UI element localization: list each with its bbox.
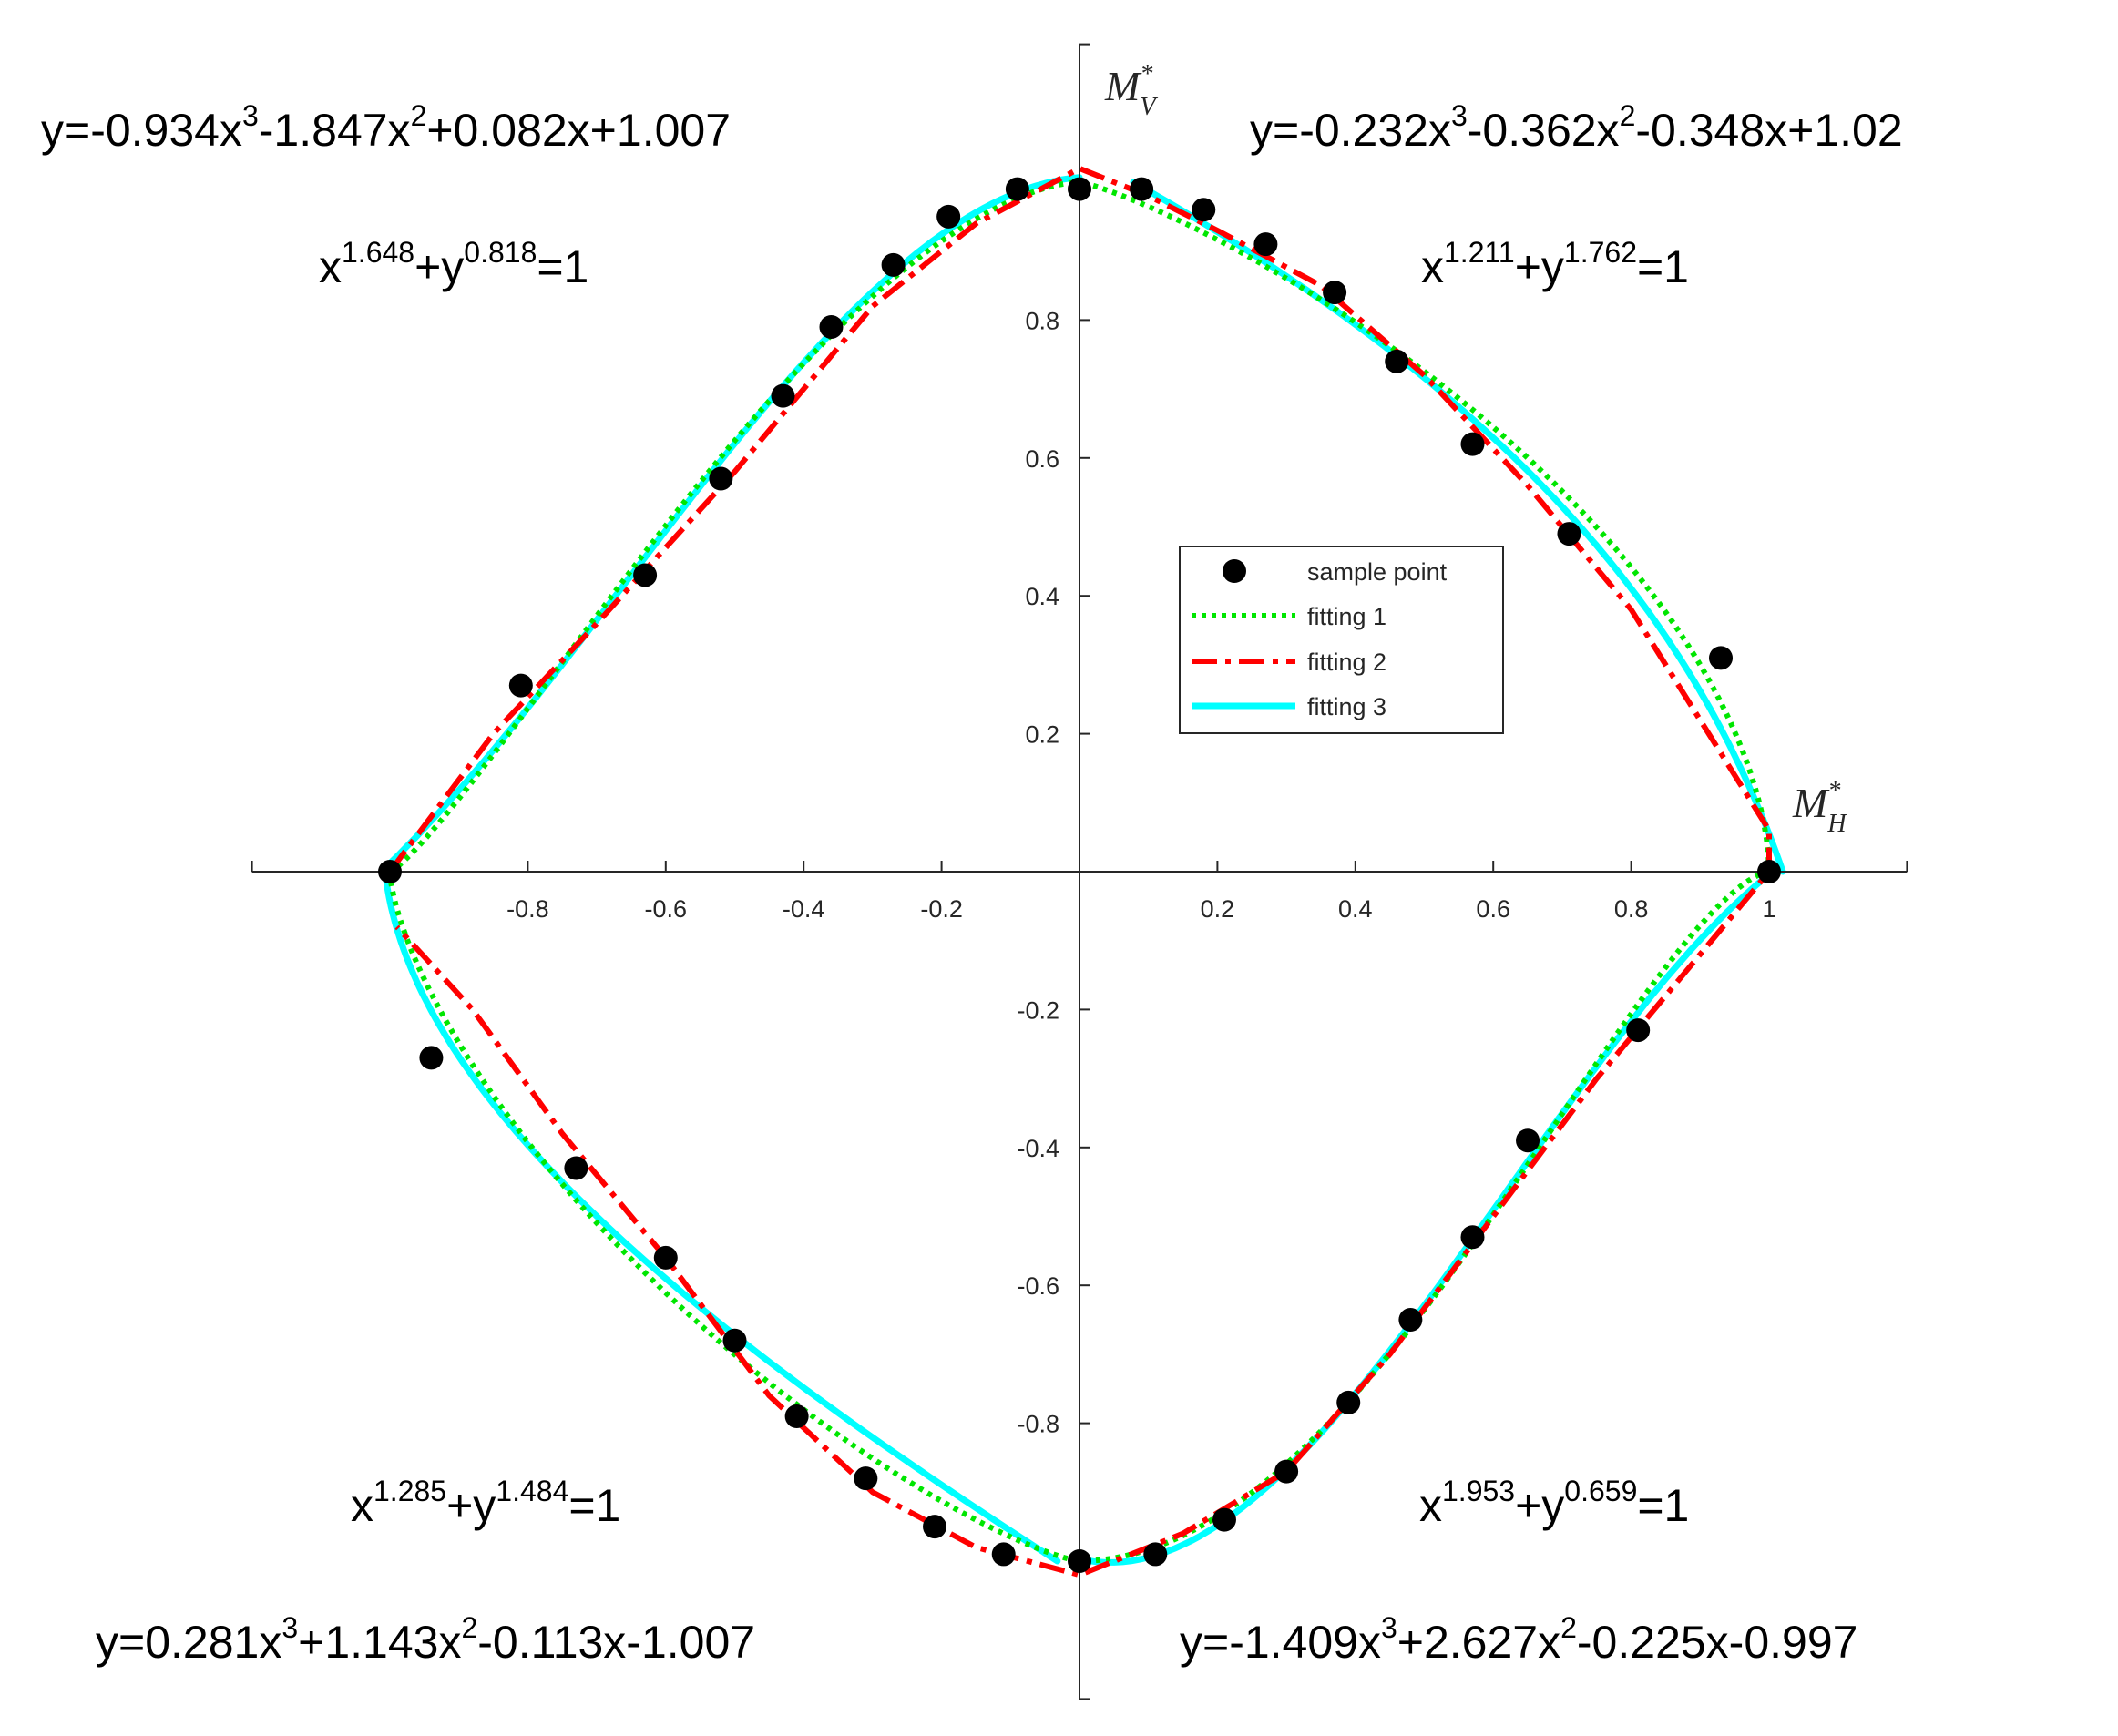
sample-point [1460,432,1485,456]
sample-point [1130,177,1154,201]
sample-point [819,314,844,339]
fitting-3-curve [386,174,1083,867]
fitting-3-curve [1076,871,1773,1566]
sample-point [1626,1018,1651,1043]
sample-point [564,1156,588,1180]
sample-point [854,1466,878,1491]
sample-point [784,1404,809,1429]
fitting-2-curve [387,165,1772,1578]
fitting-1-curve [387,871,1080,1564]
y-tick-label: -0.4 [1017,1135,1059,1162]
sample-point [1143,1542,1168,1567]
sample-point [936,204,961,229]
fitting-1-curve [1079,869,1769,1564]
sample-point [378,860,402,883]
sample-point [1709,646,1734,670]
power-equation-lower-right: x1.953+y0.659=1 [1419,1475,1689,1531]
sample-point [1385,349,1409,373]
x-tick-label: 0.8 [1614,895,1649,923]
poly-equation-lower-right: y=-1.409x3+2.627x2-0.225x-0.997 [1180,1611,1857,1668]
legend-label: sample point [1307,558,1448,586]
x-axis-label: M* H [1792,777,1847,838]
sample-point [1757,860,1781,883]
sample-point [709,466,733,491]
x-tick-label: 0.6 [1476,895,1510,923]
sample-point [1212,1507,1236,1532]
x-tick-label: -0.6 [645,895,688,923]
x-tick-label: 0.2 [1201,895,1235,923]
sample-point [1068,177,1091,201]
poly-equation-upper-right: y=-0.232x3-0.362x2-0.348x+1.02 [1250,99,1903,156]
legend-label: fitting 1 [1307,603,1386,630]
sample-point [1516,1128,1540,1153]
poly-equation-upper-left: y=-0.934x3-1.847x2+0.082x+1.007 [41,99,731,156]
sample-point [1336,1390,1361,1414]
fitting-1-curve [1079,179,1772,873]
x-tick-label: -0.8 [506,895,549,923]
y-tick-label: 0.2 [1025,721,1059,749]
sample-point [881,252,906,277]
power-equation-upper-left: x1.648+y0.818=1 [319,236,588,292]
x-tick-label: 1 [1762,895,1775,923]
y-tick-label: 0.4 [1025,583,1059,610]
legend-label: fitting 2 [1307,648,1386,676]
sample-point [1068,1549,1091,1573]
x-tick-label: -0.2 [920,895,963,923]
sample-point [653,1245,678,1270]
sample-point [508,673,533,698]
x-tick-label: -0.4 [783,895,825,923]
legend-label: fitting 3 [1307,693,1386,720]
sample-point [633,563,658,587]
sample-point [771,383,795,408]
sample-point [923,1515,947,1539]
sample-point [419,1046,444,1070]
axes-layer: -0.8 -0.6 -0.4 -0.2 0.2 0.4 0.6 0.8 1 0.8 0.6 0.4 0.… [251,43,1908,1700]
sample-point [1557,522,1581,546]
poly-equation-lower-left: y=0.281x3+1.143x2-0.113x-1.007 [96,1611,755,1668]
y-axis-label: M* V [1104,60,1158,121]
y-tick-label: -0.8 [1017,1411,1059,1438]
fitting-3-curve [382,868,1061,1565]
legend-swatch-sample-point [1223,559,1246,583]
sample-points-layer [378,177,1781,1573]
legend: sample point fitting 1 fitting 2 fitting 3 [1179,546,1504,734]
sample-point [1192,198,1216,222]
annotations-layer: y=-0.934x3-1.847x2+0.082x+1.007 y=-0.232x… [41,99,1903,1668]
sample-point [1460,1225,1485,1250]
sample-point [1253,232,1278,257]
sample-point [1005,177,1029,201]
sample-point [722,1328,747,1353]
sample-point [1274,1459,1299,1484]
fitting-1-curve [388,179,1080,874]
y-tick-label: -0.6 [1017,1272,1059,1300]
sample-point [1398,1308,1423,1333]
power-equation-lower-left: x1.285+y1.484=1 [351,1475,620,1531]
curves-layer [382,165,1786,1578]
power-equation-upper-right: x1.211+y1.762=1 [1421,236,1689,292]
sample-point [991,1542,1016,1567]
fitting-3-curve [1130,179,1786,875]
y-tick-label: 0.8 [1025,307,1059,334]
x-tick-label: 0.4 [1338,895,1373,923]
y-tick-label: 0.6 [1025,445,1059,473]
sample-point [1323,281,1347,305]
y-tick-label: -0.2 [1017,996,1059,1024]
